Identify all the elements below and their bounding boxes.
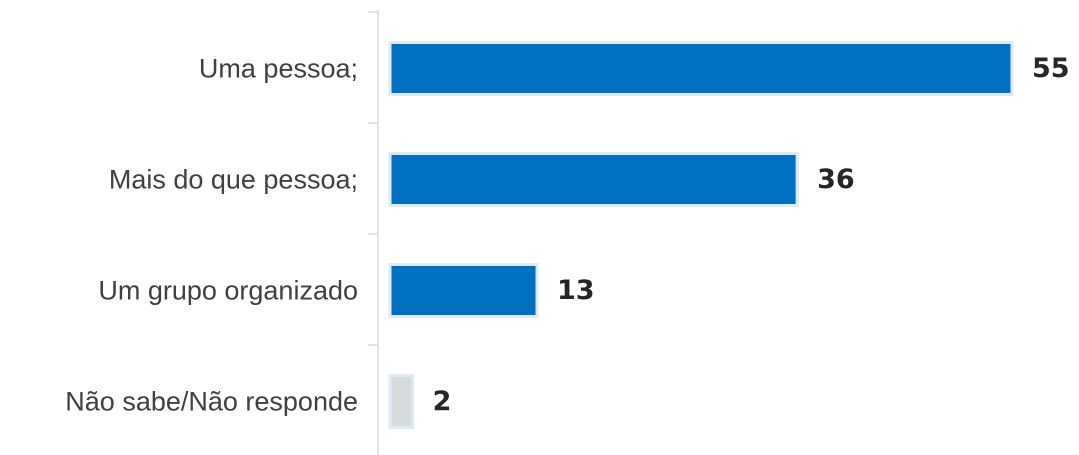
value-label: 2 bbox=[433, 386, 452, 417]
value-label: 36 bbox=[817, 164, 855, 195]
category-label: Mais do que pessoa; bbox=[109, 165, 358, 195]
category-label: Não sabe/Não responde bbox=[65, 387, 358, 417]
value-label: 13 bbox=[557, 275, 595, 306]
category-label: Um grupo organizado bbox=[98, 276, 358, 306]
bar-3 bbox=[388, 263, 539, 318]
value-label: 55 bbox=[1032, 53, 1070, 84]
bar-1 bbox=[388, 41, 1014, 96]
bar-2 bbox=[388, 152, 799, 207]
bar-4 bbox=[388, 374, 415, 429]
category-label: Uma pessoa; bbox=[199, 54, 358, 84]
